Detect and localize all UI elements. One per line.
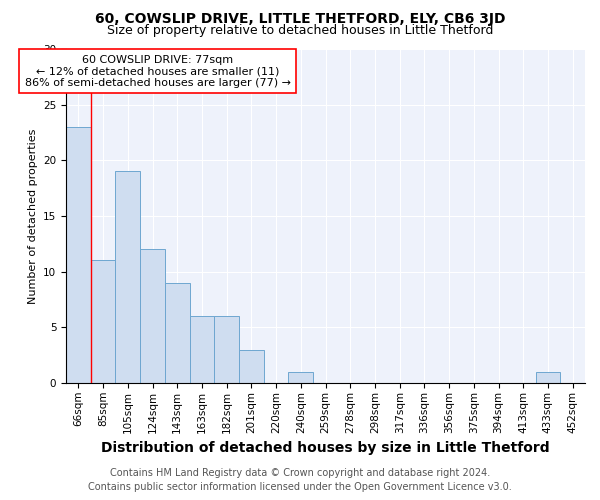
Y-axis label: Number of detached properties: Number of detached properties (28, 128, 38, 304)
Bar (66, 127, 91, 383)
Bar (165, 282, 190, 383)
Bar (214, 316, 239, 383)
Bar (140, 250, 165, 383)
Text: Contains HM Land Registry data © Crown copyright and database right 2024.
Contai: Contains HM Land Registry data © Crown c… (88, 468, 512, 492)
Text: 60 COWSLIP DRIVE: 77sqm
← 12% of detached houses are smaller (11)
86% of semi-de: 60 COWSLIP DRIVE: 77sqm ← 12% of detache… (25, 54, 290, 88)
Bar (190, 316, 214, 383)
X-axis label: Distribution of detached houses by size in Little Thetford: Distribution of detached houses by size … (101, 441, 550, 455)
Bar (115, 172, 140, 383)
Bar (91, 260, 115, 383)
Bar (239, 350, 264, 383)
Bar (289, 372, 313, 383)
Text: Size of property relative to detached houses in Little Thetford: Size of property relative to detached ho… (107, 24, 493, 37)
Bar (536, 372, 560, 383)
Text: 60, COWSLIP DRIVE, LITTLE THETFORD, ELY, CB6 3JD: 60, COWSLIP DRIVE, LITTLE THETFORD, ELY,… (95, 12, 505, 26)
